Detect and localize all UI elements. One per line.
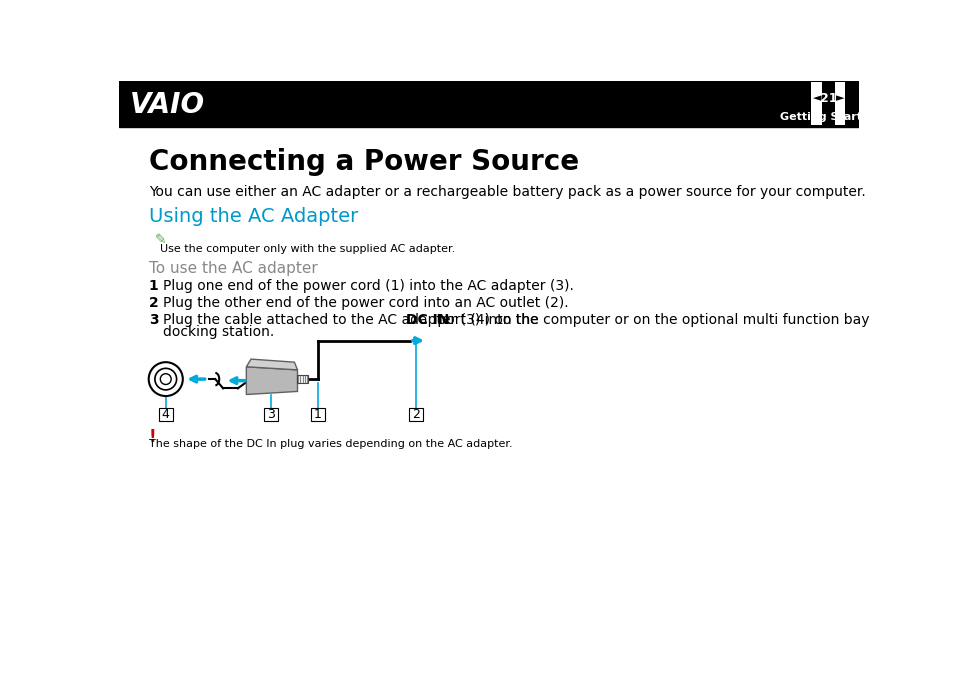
- Text: You can use either an AC adapter or a rechargeable battery pack as a power sourc: You can use either an AC adapter or a re…: [149, 185, 864, 199]
- Text: Using the AC Adapter: Using the AC Adapter: [149, 207, 357, 226]
- Polygon shape: [246, 359, 297, 370]
- Text: ✎: ✎: [154, 233, 167, 247]
- Text: VAIO: VAIO: [130, 90, 205, 119]
- Text: 2: 2: [412, 408, 419, 421]
- Text: The shape of the DC In plug varies depending on the AC adapter.: The shape of the DC In plug varies depen…: [149, 439, 512, 449]
- Text: Getting Started: Getting Started: [779, 111, 876, 121]
- Text: 1: 1: [149, 279, 158, 293]
- Bar: [810, 82, 821, 125]
- Text: 21: 21: [819, 92, 836, 104]
- Bar: [297, 375, 308, 383]
- Text: 2: 2: [149, 296, 158, 310]
- Text: 3: 3: [149, 313, 158, 327]
- Text: ►: ►: [835, 93, 843, 103]
- Text: port (4) on the computer or on the optional multi function bay: port (4) on the computer or on the optio…: [433, 313, 868, 327]
- Bar: [264, 408, 278, 421]
- Text: Use the computer only with the supplied AC adapter.: Use the computer only with the supplied …: [159, 243, 455, 253]
- Text: 1: 1: [314, 408, 321, 421]
- Text: To use the AC adapter: To use the AC adapter: [149, 261, 317, 276]
- Polygon shape: [246, 367, 297, 394]
- Text: ◄: ◄: [812, 93, 821, 103]
- Text: Plug the other end of the power cord into an AC outlet (2).: Plug the other end of the power cord int…: [162, 296, 568, 310]
- Text: Plug the cable attached to the AC adapter (3) into the: Plug the cable attached to the AC adapte…: [162, 313, 542, 327]
- Bar: [409, 408, 422, 421]
- Bar: [119, 81, 858, 127]
- Text: Connecting a Power Source: Connecting a Power Source: [149, 148, 578, 176]
- Text: DC IN: DC IN: [406, 313, 450, 327]
- Text: !: !: [149, 427, 156, 446]
- Text: 3: 3: [267, 408, 274, 421]
- Text: 4: 4: [162, 408, 170, 421]
- Text: docking station.: docking station.: [162, 326, 274, 339]
- Bar: [834, 82, 844, 125]
- Text: Plug one end of the power cord (1) into the AC adapter (3).: Plug one end of the power cord (1) into …: [162, 279, 573, 293]
- Bar: [158, 408, 172, 421]
- Bar: [311, 408, 324, 421]
